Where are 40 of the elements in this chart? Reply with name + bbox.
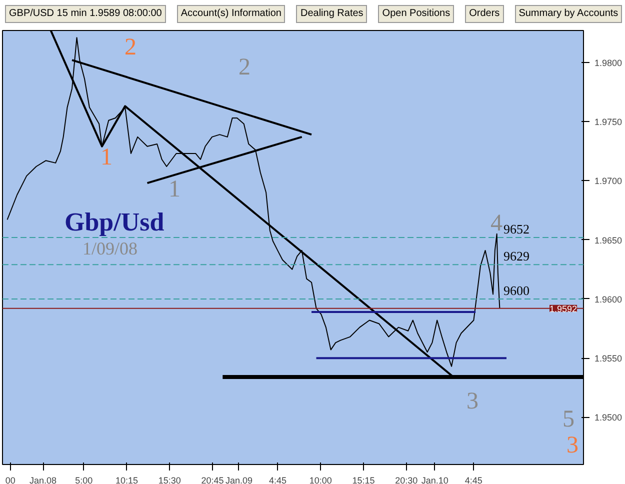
y-tick-label: 1.9550 (594, 354, 622, 364)
text: 1/09/08 (82, 238, 138, 258)
annotation: 3 (566, 432, 578, 458)
annotation: 9652 (504, 221, 530, 236)
text: Orders (469, 7, 500, 21)
text: GBP/USD 15 min 1.9589 08:00:00 (9, 7, 162, 21)
text: Open Positions (382, 7, 450, 21)
annotation: 2 (238, 54, 250, 80)
x-tick-label: 4:45 (269, 476, 287, 484)
x-tick-label: Jan.08 (30, 476, 57, 484)
annotation: 1 (168, 176, 180, 202)
x-tick-label: 20:45 (201, 476, 224, 484)
annotation: 9600 (504, 282, 530, 298)
x-tick-label: 00 (5, 476, 16, 484)
x-tick-label: 10:00 (309, 476, 332, 484)
text: Summary by Accounts (518, 7, 618, 21)
text: Dealing Rates (300, 7, 364, 21)
y-tick-label: 1.9800 (594, 58, 622, 68)
y-tick-label: 1.9750 (594, 117, 622, 128)
y-tick-label: 1.9650 (594, 235, 622, 246)
annotation: 2 (124, 34, 136, 60)
annotation: 4 (490, 210, 502, 236)
annotation: 9629 (504, 248, 530, 264)
y-tick-label: 1.9500 (594, 412, 622, 423)
x-tick-label: 20:30 (395, 476, 418, 484)
ref-line-label: 1.9592 (550, 304, 578, 314)
annotation: 5 (562, 406, 574, 432)
x-tick-label: 5:00 (75, 476, 93, 484)
text: Gbp/Usd (64, 208, 165, 236)
y-tick-label: 1.9600 (594, 294, 622, 304)
x-tick-label: 4:45 (464, 476, 482, 484)
annotation: 3 (466, 388, 478, 414)
x-tick-label: 15:30 (158, 476, 181, 484)
x-tick-label: 10:15 (115, 476, 138, 484)
annotation: 1 (100, 144, 112, 170)
y-tick-label: 1.9700 (594, 176, 622, 186)
x-tick-label: Jan.10 (421, 476, 448, 484)
x-tick-label: 15:15 (352, 476, 375, 484)
text: Account(s) Information (180, 7, 282, 21)
x-tick-label: Jan.09 (225, 476, 252, 484)
